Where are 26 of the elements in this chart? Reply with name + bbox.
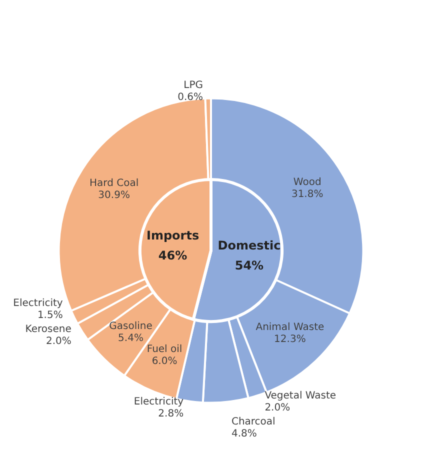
data-label: 30.9% <box>98 190 130 201</box>
data-label: 6.0% <box>152 356 178 367</box>
data-label: 46% <box>158 248 188 263</box>
slice-label: Gasoline <box>109 320 152 332</box>
data-label: 31.8% <box>291 188 324 200</box>
slice-label: Charcoal <box>231 416 276 428</box>
slice-label: Fuel oil <box>146 344 182 355</box>
slice-label: Electricity <box>134 396 184 408</box>
slice-label: Kerosene <box>25 324 72 336</box>
data-label: 4.8% <box>231 428 257 440</box>
data-label: 2.0% <box>46 336 72 348</box>
data-label: 5.4% <box>118 332 144 344</box>
slice-label: LPG <box>184 80 203 91</box>
data-label: 0.6% <box>178 92 203 103</box>
slice-label: Imports <box>146 228 200 243</box>
slice-label: Hard Coal <box>90 178 139 189</box>
slice-label: Wood <box>293 176 322 188</box>
data-label: 2.8% <box>158 408 184 420</box>
slice-label: Electricity <box>13 298 63 310</box>
data-label: 2.0% <box>264 402 290 414</box>
slice-label: Domestic <box>218 238 281 252</box>
data-label: 54% <box>234 258 264 272</box>
data-label: 12.3% <box>274 334 306 346</box>
data-label: 1.5% <box>37 310 63 322</box>
slice-label: Vegetal Waste <box>264 390 336 402</box>
slice-label: Animal Waste <box>256 322 324 334</box>
